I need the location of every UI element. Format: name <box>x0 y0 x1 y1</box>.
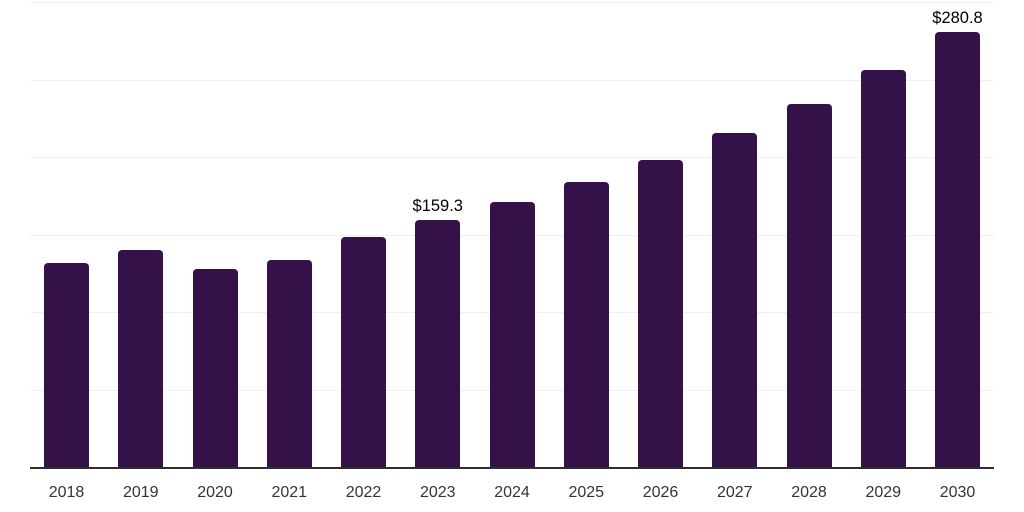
bar-2023: 2023 $159.3 <box>413 197 463 501</box>
bar-2026: 2026 <box>638 159 683 501</box>
gridline <box>30 157 994 158</box>
x-axis-label-2024: 2024 <box>494 484 530 501</box>
bar-2019: 2019 <box>118 250 164 501</box>
x-axis-label-2026: 2026 <box>642 484 679 501</box>
bar-2030: 2030 $280.8 <box>932 9 982 501</box>
bar-2020: 2020 <box>192 268 238 501</box>
bar-2021: 2021 <box>266 260 312 501</box>
x-axis-label-2022: 2022 <box>345 484 382 501</box>
bar-2025: 2025 <box>563 182 609 501</box>
x-axis-label-2027: 2027 <box>716 484 753 501</box>
bar-2024: 2024 <box>489 202 535 501</box>
x-axis-label-2019: 2019 <box>122 484 159 501</box>
data-label-2023: $159.3 <box>412 196 463 215</box>
bar-2029: 2029 <box>860 69 906 501</box>
bar-2022: 2022 <box>341 236 386 501</box>
x-axis-label-2030: 2030 <box>939 484 976 501</box>
x-axis-label-2018: 2018 <box>48 484 85 501</box>
gridline <box>30 79 994 81</box>
gridline <box>30 2 994 3</box>
bar-2018: 2018 <box>44 262 89 501</box>
x-axis-label-2023: 2023 <box>419 484 456 501</box>
x-axis-label-2029: 2029 <box>865 484 902 501</box>
data-label-2030: $280.8 <box>932 8 983 27</box>
bar-2027: 2027 <box>712 132 758 501</box>
x-axis-label-2025: 2025 <box>568 484 605 501</box>
bar-chart: 2018 2019 2020 2021 2022 2023 $159.3 2024 2025 20… <box>30 0 994 512</box>
bar-2028: 2028 <box>786 103 832 501</box>
x-axis-label-2021: 2021 <box>271 484 308 501</box>
plot-area: 2018 2019 2020 2021 2022 2023 $159.3 2024 2025 20… <box>30 0 994 501</box>
x-axis-label-2028: 2028 <box>791 484 827 501</box>
x-axis-label-2020: 2020 <box>197 484 233 501</box>
